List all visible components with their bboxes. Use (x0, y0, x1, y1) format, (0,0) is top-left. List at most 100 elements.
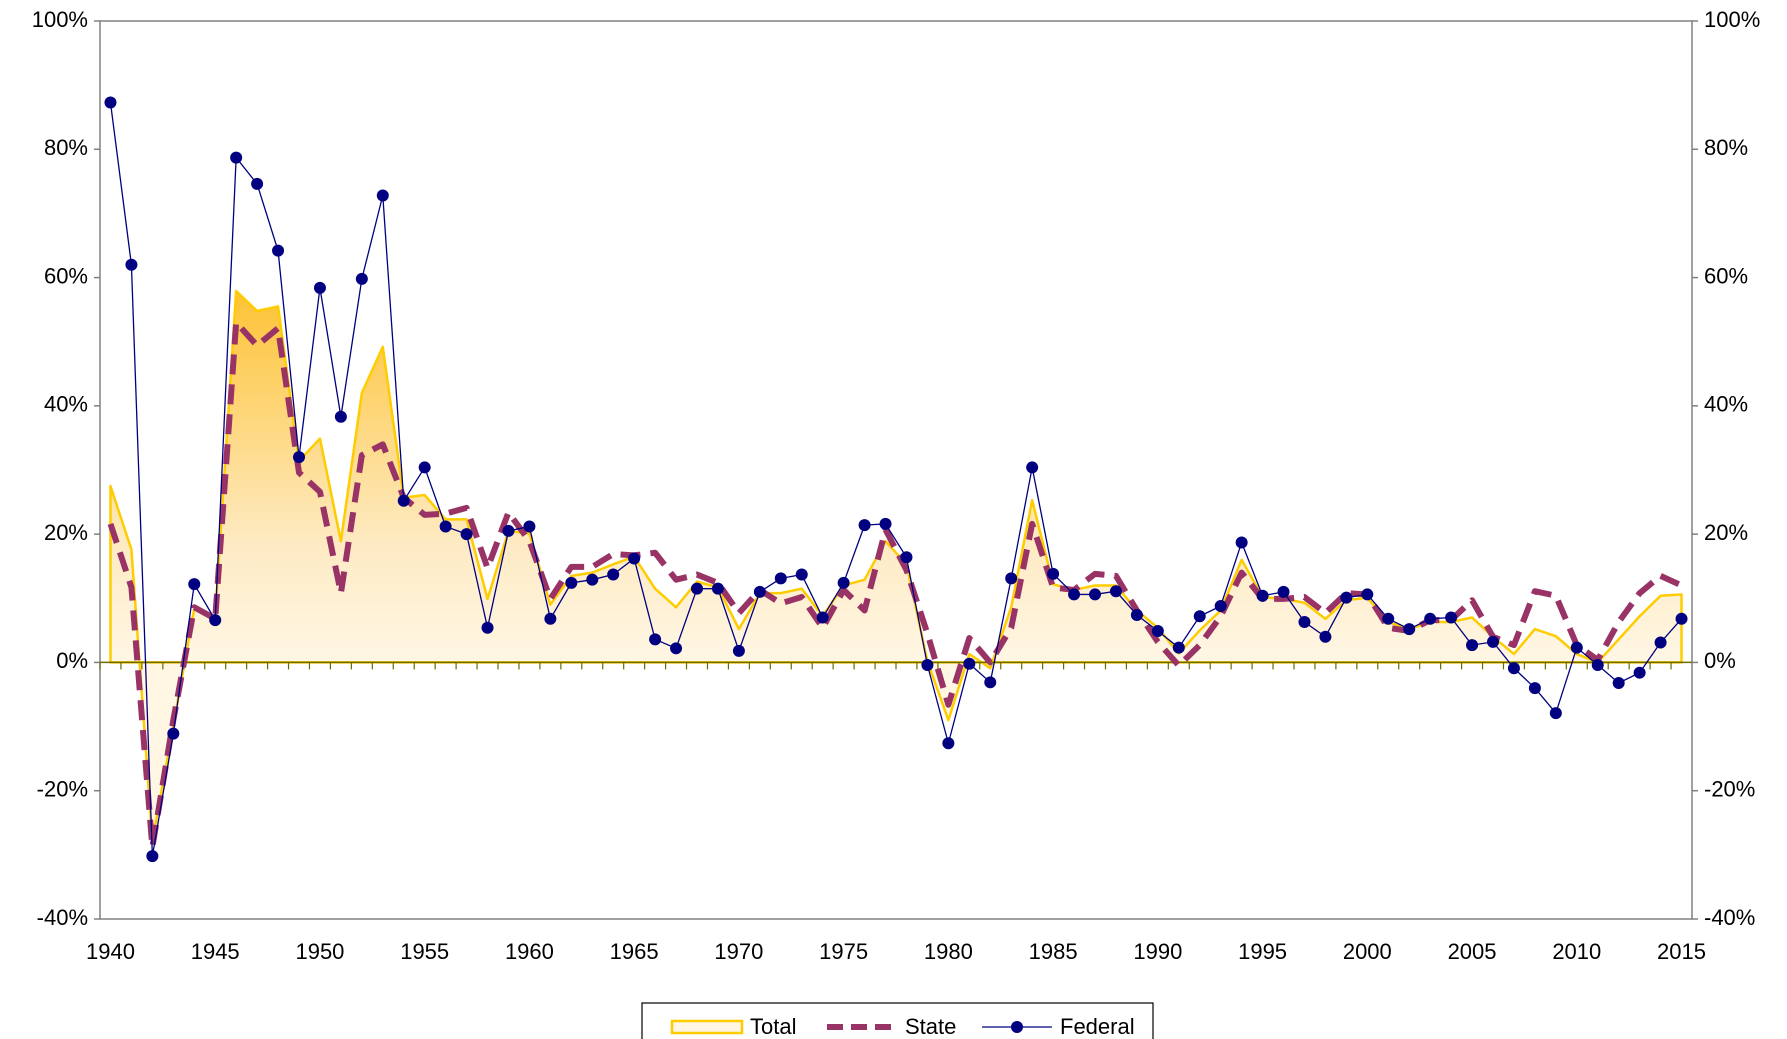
federal-point (1319, 630, 1332, 643)
federal-point (1193, 610, 1206, 623)
federal-point (816, 611, 829, 624)
y-tick-label: 80% (44, 135, 88, 160)
federal-point (523, 520, 536, 533)
federal-point (188, 578, 201, 591)
federal-point (230, 151, 243, 164)
y2-tick-label: 40% (1704, 392, 1748, 417)
federal-point (711, 582, 724, 595)
federal-point (963, 657, 976, 670)
y-tick-label: 20% (44, 520, 88, 545)
federal-point (355, 272, 368, 285)
federal-point (1277, 585, 1290, 598)
federal-point (1591, 658, 1604, 671)
x-tick-label: 1965 (610, 939, 659, 964)
y-tick-label: 100% (32, 7, 88, 32)
federal-point (1507, 662, 1520, 675)
y2-tick-label: 60% (1704, 263, 1748, 288)
y-tick-label: 0% (56, 648, 88, 673)
federal-point (837, 576, 850, 589)
federal-point (1466, 639, 1479, 652)
federal-point (607, 568, 620, 581)
federal-point (1005, 572, 1018, 585)
federal-point (397, 494, 410, 507)
federal-point (1549, 707, 1562, 720)
federal-point (481, 621, 494, 634)
plot-area (99, 20, 1693, 920)
x-tick-label: 1975 (819, 939, 868, 964)
y2-tick-label: 20% (1704, 520, 1748, 545)
x-tick-label: 2010 (1552, 939, 1601, 964)
federal-point (544, 612, 557, 625)
federal-point (334, 410, 347, 423)
federal-point (439, 520, 452, 533)
federal-point (984, 676, 997, 689)
federal-point (1298, 616, 1311, 629)
federal-point (146, 850, 159, 863)
x-tick-label: 1955 (400, 939, 449, 964)
federal-point (1633, 666, 1646, 679)
federal-point (649, 633, 662, 646)
y2-tick-label: -20% (1704, 777, 1755, 802)
federal-point (1487, 635, 1499, 648)
legend-label: Total (750, 1014, 796, 1039)
federal-point (628, 552, 641, 565)
federal-point (125, 258, 138, 271)
federal-point (1675, 612, 1688, 625)
federal-point (858, 519, 871, 532)
federal-point (1570, 641, 1583, 654)
federal-point (879, 517, 892, 530)
federal-point (1068, 588, 1081, 601)
y-tick-label: -20% (37, 777, 88, 802)
x-tick-label: 1970 (714, 939, 763, 964)
federal-point (1445, 611, 1458, 624)
legend-swatch (1011, 1021, 1023, 1033)
federal-point (1047, 567, 1060, 580)
federal-point (313, 281, 326, 294)
federal-point (209, 614, 222, 627)
x-tick-label: 2015 (1657, 939, 1706, 964)
federal-point (1026, 461, 1039, 474)
x-tick-label: 1995 (1238, 939, 1287, 964)
federal-point (167, 727, 180, 740)
federal-point (1340, 591, 1353, 604)
federal-point (1172, 641, 1185, 654)
federal-point (1612, 676, 1625, 689)
federal-point (460, 528, 473, 541)
y2-tick-label: 80% (1704, 135, 1748, 160)
federal-point (942, 737, 955, 750)
federal-point (1256, 589, 1269, 602)
y-tick-label: 60% (44, 263, 88, 288)
x-tick-label: 1980 (924, 939, 973, 964)
federal-point (1424, 612, 1437, 625)
y-tick-label: 40% (44, 392, 88, 417)
federal-point (1151, 624, 1164, 637)
federal-point (1214, 599, 1227, 612)
federal-point (1528, 682, 1541, 695)
federal-line (109, 102, 1683, 857)
federal-point (251, 177, 264, 190)
y2-tick-label: 0% (1704, 648, 1736, 673)
x-tick-label: 2000 (1343, 939, 1392, 964)
federal-point (1130, 608, 1143, 621)
federal-point (732, 644, 745, 657)
x-tick-label: 1940 (86, 939, 135, 964)
federal-point (900, 551, 913, 564)
federal-point (376, 189, 389, 202)
x-tick-label: 1945 (191, 939, 240, 964)
y-tick-label: -40% (37, 905, 88, 930)
federal-point (795, 568, 808, 581)
federal-point (272, 244, 285, 257)
federal-point (921, 658, 934, 671)
x-tick-label: 1990 (1133, 939, 1182, 964)
federal-point (1361, 588, 1374, 601)
federal-point (586, 573, 599, 586)
x-tick-label: 2005 (1448, 939, 1497, 964)
federal-point (1403, 623, 1416, 636)
x-tick-label: 1950 (295, 939, 344, 964)
federal-point (753, 585, 766, 598)
federal-point (104, 96, 117, 109)
legend-label: Federal (1060, 1014, 1135, 1039)
y2-tick-label: 100% (1704, 7, 1760, 32)
federal-point (1654, 636, 1667, 649)
